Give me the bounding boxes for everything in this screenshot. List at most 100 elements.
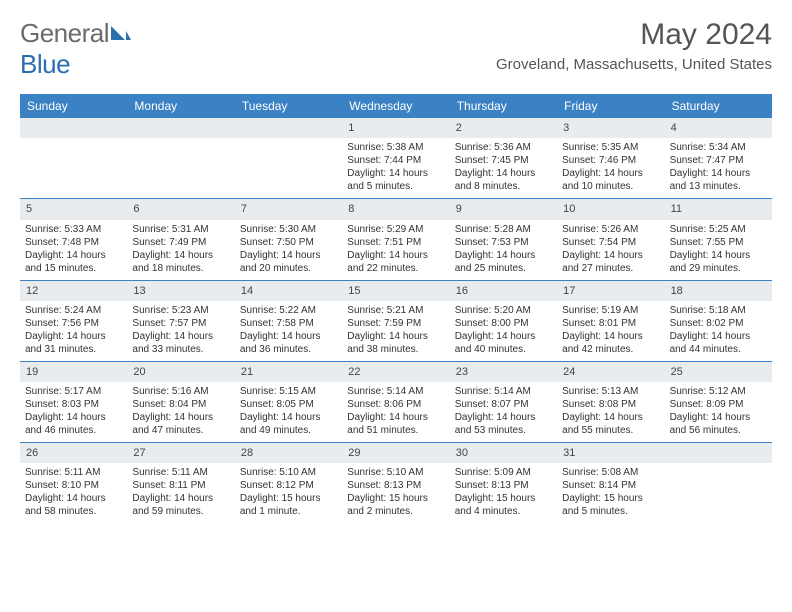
cell-body: Sunrise: 5:21 AMSunset: 7:59 PMDaylight:… xyxy=(342,301,449,361)
logo-word1: General xyxy=(20,18,109,48)
day-number: 19 xyxy=(20,362,127,382)
cell-body: Sunrise: 5:18 AMSunset: 8:02 PMDaylight:… xyxy=(665,301,772,361)
sunset-text: Sunset: 8:06 PM xyxy=(347,398,444,411)
daylight-text: Daylight: 14 hours and 44 minutes. xyxy=(670,330,767,356)
sunrise-text: Sunrise: 5:11 AM xyxy=(25,466,122,479)
day-number: 24 xyxy=(557,362,664,382)
day-number: 3 xyxy=(557,118,664,138)
cell-body: Sunrise: 5:10 AMSunset: 8:12 PMDaylight:… xyxy=(235,463,342,523)
daylight-text: Daylight: 14 hours and 25 minutes. xyxy=(455,249,552,275)
sunset-text: Sunset: 8:08 PM xyxy=(562,398,659,411)
cell-body: Sunrise: 5:26 AMSunset: 7:54 PMDaylight:… xyxy=(557,220,664,280)
sunrise-text: Sunrise: 5:31 AM xyxy=(132,223,229,236)
daylight-text: Daylight: 14 hours and 29 minutes. xyxy=(670,249,767,275)
sunrise-text: Sunrise: 5:17 AM xyxy=(25,385,122,398)
sunset-text: Sunset: 7:55 PM xyxy=(670,236,767,249)
location: Groveland, Massachusetts, United States xyxy=(496,56,772,73)
cell-body: Sunrise: 5:17 AMSunset: 8:03 PMDaylight:… xyxy=(20,382,127,442)
day-number xyxy=(20,118,127,138)
day-number: 14 xyxy=(235,281,342,301)
cell-body: Sunrise: 5:35 AMSunset: 7:46 PMDaylight:… xyxy=(557,138,664,198)
day-number: 26 xyxy=(20,443,127,463)
sunrise-text: Sunrise: 5:25 AM xyxy=(670,223,767,236)
cell-body: Sunrise: 5:36 AMSunset: 7:45 PMDaylight:… xyxy=(450,138,557,198)
calendar-cell: 2Sunrise: 5:36 AMSunset: 7:45 PMDaylight… xyxy=(450,118,557,198)
sunset-text: Sunset: 7:48 PM xyxy=(25,236,122,249)
sunset-text: Sunset: 7:58 PM xyxy=(240,317,337,330)
logo-word2: Blue xyxy=(20,49,70,79)
calendar-cell: 7Sunrise: 5:30 AMSunset: 7:50 PMDaylight… xyxy=(235,199,342,279)
header: General Blue May 2024 Groveland, Massach… xyxy=(20,18,772,80)
cell-body: Sunrise: 5:30 AMSunset: 7:50 PMDaylight:… xyxy=(235,220,342,280)
weeks: 1Sunrise: 5:38 AMSunset: 7:44 PMDaylight… xyxy=(20,118,772,523)
cell-body: Sunrise: 5:14 AMSunset: 8:07 PMDaylight:… xyxy=(450,382,557,442)
daylight-text: Daylight: 15 hours and 4 minutes. xyxy=(455,492,552,518)
day-number: 18 xyxy=(665,281,772,301)
day-header-cell: Sunday xyxy=(20,94,127,118)
day-number: 12 xyxy=(20,281,127,301)
day-number: 13 xyxy=(127,281,234,301)
sunrise-text: Sunrise: 5:29 AM xyxy=(347,223,444,236)
week-row: 12Sunrise: 5:24 AMSunset: 7:56 PMDayligh… xyxy=(20,280,772,361)
logo-sail-icon xyxy=(109,18,131,49)
calendar-cell: 10Sunrise: 5:26 AMSunset: 7:54 PMDayligh… xyxy=(557,199,664,279)
cell-body: Sunrise: 5:34 AMSunset: 7:47 PMDaylight:… xyxy=(665,138,772,198)
sunrise-text: Sunrise: 5:16 AM xyxy=(132,385,229,398)
daylight-text: Daylight: 14 hours and 46 minutes. xyxy=(25,411,122,437)
daylight-text: Daylight: 14 hours and 8 minutes. xyxy=(455,167,552,193)
day-number: 11 xyxy=(665,199,772,219)
sunrise-text: Sunrise: 5:20 AM xyxy=(455,304,552,317)
day-number xyxy=(235,118,342,138)
sunset-text: Sunset: 7:59 PM xyxy=(347,317,444,330)
sunrise-text: Sunrise: 5:36 AM xyxy=(455,141,552,154)
daylight-text: Daylight: 14 hours and 49 minutes. xyxy=(240,411,337,437)
daylight-text: Daylight: 14 hours and 51 minutes. xyxy=(347,411,444,437)
week-row: 1Sunrise: 5:38 AMSunset: 7:44 PMDaylight… xyxy=(20,118,772,198)
day-number: 25 xyxy=(665,362,772,382)
calendar-cell: 13Sunrise: 5:23 AMSunset: 7:57 PMDayligh… xyxy=(127,281,234,361)
daylight-text: Daylight: 15 hours and 2 minutes. xyxy=(347,492,444,518)
day-header-cell: Tuesday xyxy=(235,94,342,118)
month-title: May 2024 xyxy=(496,18,772,52)
calendar-cell: 17Sunrise: 5:19 AMSunset: 8:01 PMDayligh… xyxy=(557,281,664,361)
daylight-text: Daylight: 15 hours and 1 minute. xyxy=(240,492,337,518)
sunset-text: Sunset: 7:46 PM xyxy=(562,154,659,167)
sunrise-text: Sunrise: 5:10 AM xyxy=(347,466,444,479)
sunrise-text: Sunrise: 5:35 AM xyxy=(562,141,659,154)
cell-body: Sunrise: 5:25 AMSunset: 7:55 PMDaylight:… xyxy=(665,220,772,280)
calendar-cell xyxy=(20,118,127,198)
day-number: 9 xyxy=(450,199,557,219)
day-number: 31 xyxy=(557,443,664,463)
calendar-cell: 22Sunrise: 5:14 AMSunset: 8:06 PMDayligh… xyxy=(342,362,449,442)
sunrise-text: Sunrise: 5:15 AM xyxy=(240,385,337,398)
sunset-text: Sunset: 7:51 PM xyxy=(347,236,444,249)
sunset-text: Sunset: 8:10 PM xyxy=(25,479,122,492)
sunset-text: Sunset: 7:56 PM xyxy=(25,317,122,330)
sunrise-text: Sunrise: 5:21 AM xyxy=(347,304,444,317)
sunset-text: Sunset: 8:01 PM xyxy=(562,317,659,330)
daylight-text: Daylight: 14 hours and 20 minutes. xyxy=(240,249,337,275)
sunrise-text: Sunrise: 5:11 AM xyxy=(132,466,229,479)
daylight-text: Daylight: 14 hours and 33 minutes. xyxy=(132,330,229,356)
sunrise-text: Sunrise: 5:10 AM xyxy=(240,466,337,479)
week-row: 5Sunrise: 5:33 AMSunset: 7:48 PMDaylight… xyxy=(20,198,772,279)
cell-body: Sunrise: 5:13 AMSunset: 8:08 PMDaylight:… xyxy=(557,382,664,442)
calendar-cell: 15Sunrise: 5:21 AMSunset: 7:59 PMDayligh… xyxy=(342,281,449,361)
day-number: 29 xyxy=(342,443,449,463)
sunset-text: Sunset: 7:47 PM xyxy=(670,154,767,167)
calendar-cell: 8Sunrise: 5:29 AMSunset: 7:51 PMDaylight… xyxy=(342,199,449,279)
calendar-cell xyxy=(235,118,342,198)
sunset-text: Sunset: 8:13 PM xyxy=(455,479,552,492)
calendar-cell xyxy=(127,118,234,198)
daylight-text: Daylight: 14 hours and 31 minutes. xyxy=(25,330,122,356)
daylight-text: Daylight: 14 hours and 15 minutes. xyxy=(25,249,122,275)
sunset-text: Sunset: 7:50 PM xyxy=(240,236,337,249)
daylight-text: Daylight: 14 hours and 55 minutes. xyxy=(562,411,659,437)
cell-body: Sunrise: 5:38 AMSunset: 7:44 PMDaylight:… xyxy=(342,138,449,198)
calendar-cell: 3Sunrise: 5:35 AMSunset: 7:46 PMDaylight… xyxy=(557,118,664,198)
calendar-cell: 24Sunrise: 5:13 AMSunset: 8:08 PMDayligh… xyxy=(557,362,664,442)
sunset-text: Sunset: 8:09 PM xyxy=(670,398,767,411)
day-number: 15 xyxy=(342,281,449,301)
day-number: 27 xyxy=(127,443,234,463)
day-number xyxy=(127,118,234,138)
